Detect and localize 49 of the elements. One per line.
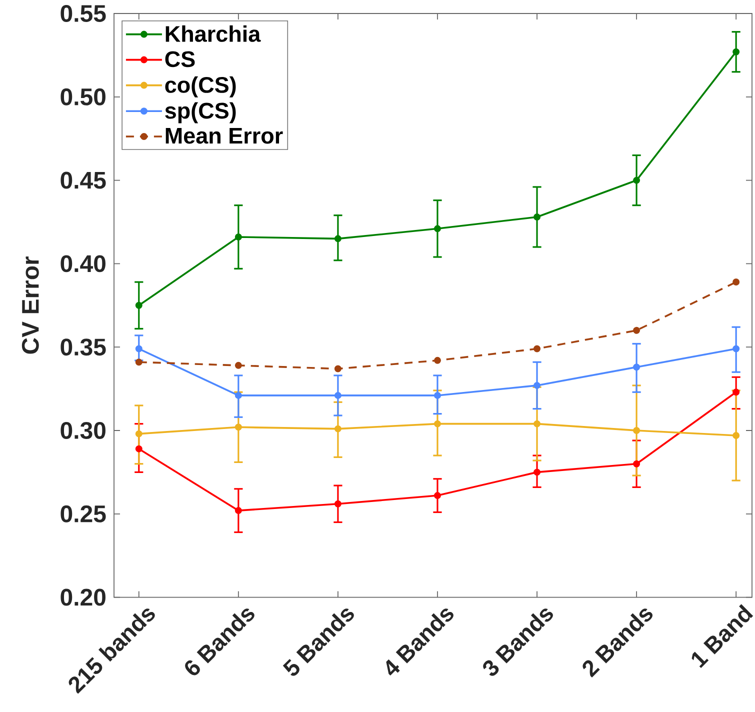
point — [334, 500, 342, 508]
point — [534, 382, 541, 389]
y-tick-label: 0.30 — [60, 422, 106, 439]
legend-label: sp(CS) — [165, 102, 236, 124]
y-tick-label: 0.45 — [60, 172, 106, 189]
point — [135, 358, 142, 366]
point — [234, 507, 242, 514]
legend-label: co(CS) — [165, 76, 236, 98]
point — [135, 302, 142, 309]
point — [434, 225, 441, 232]
point — [732, 432, 740, 439]
point — [534, 213, 541, 220]
point — [732, 48, 740, 56]
point — [534, 345, 541, 352]
point — [732, 278, 740, 286]
point — [334, 425, 342, 432]
point — [135, 430, 142, 438]
y-tick-label: 0.50 — [60, 88, 106, 106]
legend-label: Kharchia — [166, 25, 261, 42]
point — [633, 364, 640, 371]
point — [434, 392, 441, 399]
point — [434, 356, 441, 364]
y-axis-title: CV Error — [22, 256, 39, 354]
y-tick-label: 0.55 — [60, 5, 106, 22]
y-tick-label: 0.20 — [60, 588, 106, 606]
point — [732, 388, 740, 396]
point — [534, 468, 541, 476]
y-tick-label: 0.40 — [60, 255, 106, 272]
point — [135, 345, 142, 352]
point — [732, 345, 740, 352]
point — [633, 176, 640, 184]
point — [135, 445, 142, 452]
point — [234, 392, 242, 399]
legend-label: CS — [165, 51, 195, 68]
point — [633, 460, 640, 468]
point — [633, 426, 640, 434]
point — [633, 326, 640, 334]
point — [534, 420, 541, 428]
y-tick-label: 0.35 — [60, 338, 106, 356]
point — [334, 235, 342, 242]
point — [234, 234, 242, 240]
y-tick-label: 0.25 — [60, 505, 106, 522]
point — [334, 365, 342, 372]
legend-label: Mean Error — [166, 128, 283, 144]
point — [234, 362, 242, 369]
point — [234, 424, 242, 431]
point — [334, 392, 342, 399]
point — [434, 420, 441, 428]
point — [434, 492, 441, 500]
